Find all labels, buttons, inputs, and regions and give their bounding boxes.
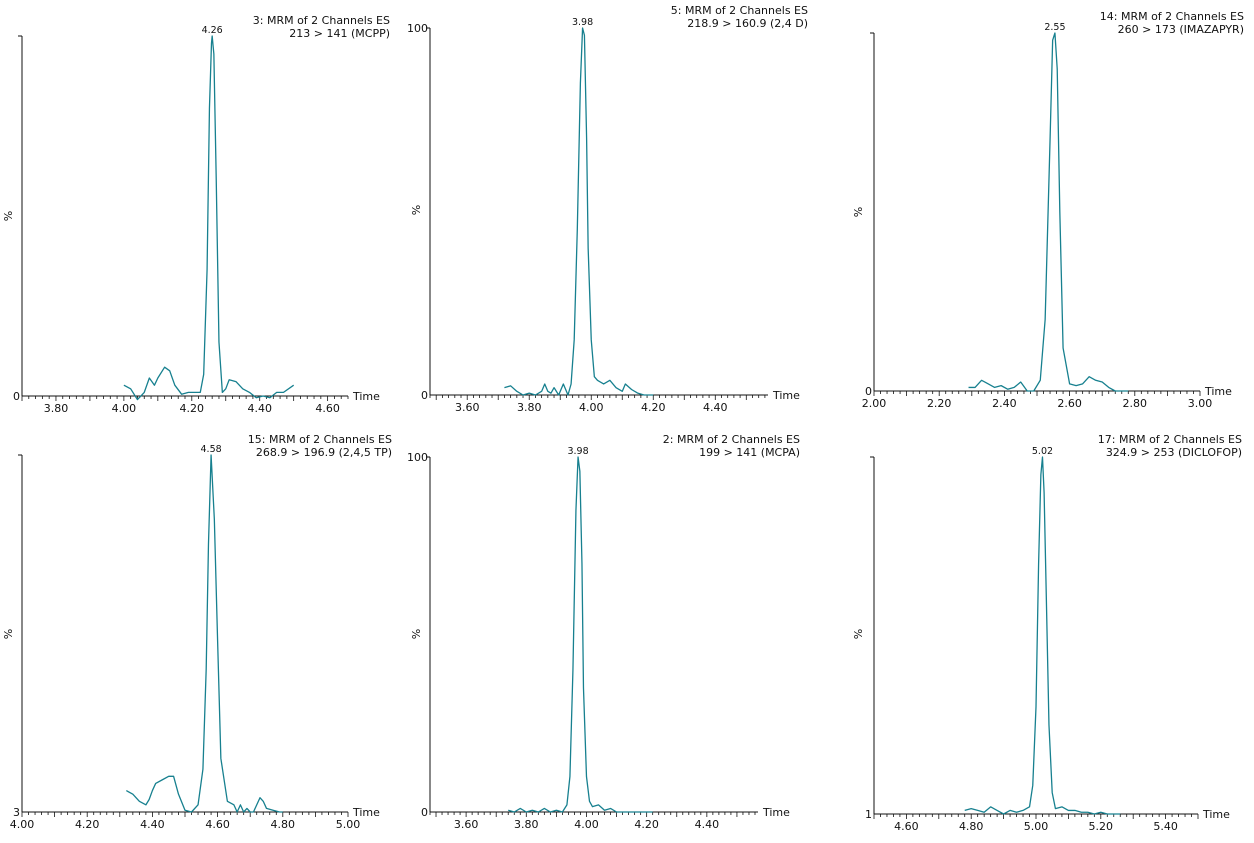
peak-label: 2.55 [1044, 22, 1065, 33]
chromatogram-trace [964, 456, 1121, 815]
x-tick-label: 5.40 [1153, 820, 1178, 833]
x-tick-label: 5.00 [1024, 820, 1049, 833]
y-axis-unit-label: % [852, 207, 865, 217]
x-tick-label: 4.00 [574, 818, 599, 831]
x-tick-label: 2.00 [862, 397, 887, 410]
x-tick-label: 3.00 [1188, 397, 1213, 410]
x-axis-unit-label: Time [352, 390, 380, 403]
y-axis-unit-label: % [2, 629, 15, 639]
x-axis-unit-label: Time [1202, 808, 1230, 821]
y-tick-label: 1 [865, 808, 872, 821]
y-tick-label: 100 [407, 451, 428, 464]
y-tick-label: 100 [407, 22, 428, 35]
y-axis-unit-label: % [852, 629, 865, 639]
x-tick-label: 3.60 [455, 401, 480, 414]
x-tick-label: 4.40 [247, 402, 272, 415]
x-tick-label: 4.00 [10, 818, 35, 831]
x-tick-label: 2.60 [1057, 397, 1082, 410]
peak-label: 4.26 [202, 25, 223, 36]
trace-title-line-2: 218.9 > 160.9 (2,4 D) [687, 17, 808, 30]
trace-title-line-2: 268.9 > 196.9 (2,4,5 TP) [256, 446, 392, 459]
trace-title-line-1: 17: MRM of 2 Channels ES [1098, 433, 1242, 446]
y-tick-label: 0 [13, 390, 20, 403]
trace-title-line-2: 324.9 > 253 (DICLOFOP) [1106, 446, 1242, 459]
x-axis-unit-label: Time [772, 389, 800, 402]
chromatogram-panel-2: 3.60 3.80 4.00 4.20 4.40 Time% 0 100 5: MRM of 2… [407, 4, 808, 414]
x-tick-label: 4.80 [271, 818, 296, 831]
x-axis-unit-label: Time [352, 806, 380, 819]
peak-label: 5.02 [1032, 446, 1053, 457]
trace-title-line-1: 5: MRM of 2 Channels ES [671, 4, 808, 17]
x-tick-label: 4.00 [579, 401, 604, 414]
x-tick-label: 4.00 [112, 402, 137, 415]
y-axis-unit-label: % [410, 205, 423, 215]
x-tick-label: 4.60 [894, 820, 919, 833]
x-tick-label: 4.20 [180, 402, 205, 415]
chromatogram-panel-6: 4.60 4.80 5.00 5.20 5.40 Time% 1 17: MRM of 2 C… [852, 433, 1242, 833]
x-tick-label: 4.60 [315, 402, 340, 415]
x-tick-label: 2.40 [992, 397, 1017, 410]
chromatogram-panel-1: 3.80 4.00 4.20 4.40 4.60 Time% 0 3: MRM of 2 Ch… [2, 14, 390, 415]
chromatogram-trace [508, 456, 653, 813]
x-tick-label: 4.60 [205, 818, 230, 831]
trace-title-line-1: 3: MRM of 2 Channels ES [253, 14, 390, 27]
chromatogram-trace [126, 454, 283, 813]
y-tick-label: 3 [13, 806, 20, 819]
x-tick-label: 3.80 [514, 818, 539, 831]
x-tick-label: 5.20 [1089, 820, 1114, 833]
x-tick-label: 3.80 [44, 402, 69, 415]
x-tick-label: 4.20 [634, 818, 659, 831]
trace-title-line-2: 260 > 173 (IMAZAPYR) [1118, 23, 1244, 36]
y-axis-unit-label: % [410, 629, 423, 639]
x-tick-label: 3.60 [454, 818, 479, 831]
chromatogram-trace [123, 35, 295, 401]
x-tick-label: 4.80 [959, 820, 984, 833]
trace-title-line-1: 2: MRM of 2 Channels ES [663, 433, 800, 446]
x-tick-label: 2.80 [1123, 397, 1148, 410]
y-tick-label: 0 [421, 389, 428, 402]
x-tick-label: 4.20 [75, 818, 100, 831]
chromatogram-trace [504, 27, 654, 396]
x-tick-label: 3.80 [517, 401, 542, 414]
x-axis-unit-label: Time [1204, 385, 1232, 398]
x-tick-label: 2.20 [927, 397, 952, 410]
y-axis-unit-label: % [2, 211, 15, 221]
trace-title-line-1: 15: MRM of 2 Channels ES [248, 433, 392, 446]
trace-title-line-2: 199 > 141 (MCPA) [699, 446, 800, 459]
x-tick-label: 5.00 [336, 818, 361, 831]
x-tick-label: 4.40 [695, 818, 720, 831]
peak-label: 3.98 [572, 17, 593, 28]
trace-title-line-1: 14: MRM of 2 Channels ES [1100, 10, 1244, 23]
y-tick-label: 0 [421, 806, 428, 819]
x-tick-label: 4.20 [641, 401, 666, 414]
x-tick-label: 4.40 [703, 401, 728, 414]
x-tick-label: 4.40 [140, 818, 165, 831]
peak-label: 4.58 [201, 444, 222, 455]
y-tick-label: 0 [865, 385, 872, 398]
x-axis-unit-label: Time [762, 806, 790, 819]
chromatogram-trace [968, 32, 1129, 392]
trace-title-line-2: 213 > 141 (MCPP) [289, 27, 390, 40]
chromatogram-panel-5: 3.60 3.80 4.00 4.20 4.40 Time% 0 100 2: MRM of 2… [407, 433, 800, 831]
peak-label: 3.98 [567, 446, 588, 457]
